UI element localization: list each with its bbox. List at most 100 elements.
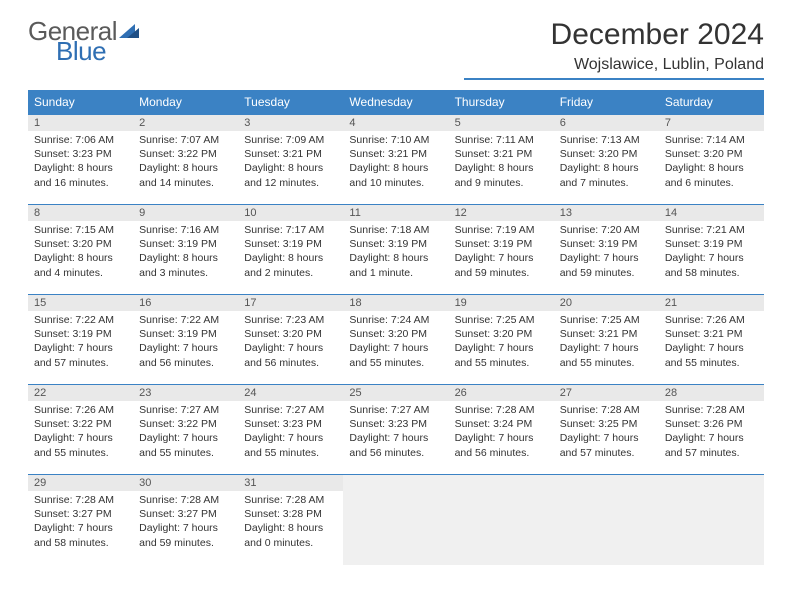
day-number: 28 — [659, 385, 764, 401]
daylight-text: Daylight: 7 hours and 58 minutes. — [665, 251, 758, 279]
title-block: December 2024 Wojslawice, Lublin, Poland — [464, 18, 764, 80]
sunrise-text: Sunrise: 7:14 AM — [665, 133, 758, 147]
calendar-cell: 17Sunrise: 7:23 AMSunset: 3:20 PMDayligh… — [238, 295, 343, 385]
sunrise-text: Sunrise: 7:27 AM — [349, 403, 442, 417]
calendar-cell: 26Sunrise: 7:28 AMSunset: 3:24 PMDayligh… — [449, 385, 554, 475]
sunset-text: Sunset: 3:22 PM — [34, 417, 127, 431]
logo-text-blue: Blue — [56, 38, 141, 64]
location: Wojslawice, Lublin, Poland — [464, 56, 764, 80]
day-header: Thursday — [449, 90, 554, 115]
calendar-cell: 19Sunrise: 7:25 AMSunset: 3:20 PMDayligh… — [449, 295, 554, 385]
day-header: Monday — [133, 90, 238, 115]
daylight-text: Daylight: 7 hours and 59 minutes. — [560, 251, 653, 279]
sunset-text: Sunset: 3:19 PM — [665, 237, 758, 251]
day-body: Sunrise: 7:28 AMSunset: 3:24 PMDaylight:… — [449, 401, 554, 464]
day-header: Sunday — [28, 90, 133, 115]
day-body: Sunrise: 7:28 AMSunset: 3:25 PMDaylight:… — [554, 401, 659, 464]
day-body: Sunrise: 7:22 AMSunset: 3:19 PMDaylight:… — [133, 311, 238, 374]
day-body: Sunrise: 7:06 AMSunset: 3:23 PMDaylight:… — [28, 131, 133, 194]
daylight-text: Daylight: 7 hours and 55 minutes. — [34, 431, 127, 459]
day-number: 25 — [343, 385, 448, 401]
daylight-text: Daylight: 8 hours and 3 minutes. — [139, 251, 232, 279]
sunset-text: Sunset: 3:22 PM — [139, 147, 232, 161]
day-number: 6 — [554, 115, 659, 131]
day-number: 16 — [133, 295, 238, 311]
sunset-text: Sunset: 3:21 PM — [560, 327, 653, 341]
day-body: Sunrise: 7:21 AMSunset: 3:19 PMDaylight:… — [659, 221, 764, 284]
day-body: Sunrise: 7:28 AMSunset: 3:27 PMDaylight:… — [133, 491, 238, 554]
day-header-row: SundayMondayTuesdayWednesdayThursdayFrid… — [28, 90, 764, 115]
sunrise-text: Sunrise: 7:09 AM — [244, 133, 337, 147]
sunrise-text: Sunrise: 7:25 AM — [455, 313, 548, 327]
month-title: December 2024 — [464, 18, 764, 52]
day-header: Wednesday — [343, 90, 448, 115]
day-number: 23 — [133, 385, 238, 401]
sunrise-text: Sunrise: 7:17 AM — [244, 223, 337, 237]
daylight-text: Daylight: 8 hours and 10 minutes. — [349, 161, 442, 189]
day-number: 14 — [659, 205, 764, 221]
sunrise-text: Sunrise: 7:16 AM — [139, 223, 232, 237]
daylight-text: Daylight: 7 hours and 56 minutes. — [455, 431, 548, 459]
header: General Blue December 2024 Wojslawice, L… — [28, 18, 764, 80]
daylight-text: Daylight: 7 hours and 57 minutes. — [34, 341, 127, 369]
day-number: 8 — [28, 205, 133, 221]
calendar-cell: 9 Sunrise: 7:16 AMSunset: 3:19 PMDaylight… — [133, 205, 238, 295]
daylight-text: Daylight: 7 hours and 55 minutes. — [560, 341, 653, 369]
sunrise-text: Sunrise: 7:18 AM — [349, 223, 442, 237]
daylight-text: Daylight: 7 hours and 55 minutes. — [665, 341, 758, 369]
calendar-cell: 1Sunrise: 7:06 AMSunset: 3:23 PMDaylight… — [28, 115, 133, 205]
calendar-cell-empty — [659, 475, 764, 565]
day-body: Sunrise: 7:13 AMSunset: 3:20 PMDaylight:… — [554, 131, 659, 194]
sunrise-text: Sunrise: 7:19 AM — [455, 223, 548, 237]
calendar-cell: 12Sunrise: 7:19 AMSunset: 3:19 PMDayligh… — [449, 205, 554, 295]
daylight-text: Daylight: 7 hours and 55 minutes. — [139, 431, 232, 459]
sunset-text: Sunset: 3:20 PM — [349, 327, 442, 341]
day-header: Friday — [554, 90, 659, 115]
logo: General Blue — [28, 18, 141, 64]
daylight-text: Daylight: 7 hours and 56 minutes. — [139, 341, 232, 369]
day-number: 22 — [28, 385, 133, 401]
sunset-text: Sunset: 3:19 PM — [139, 327, 232, 341]
daylight-text: Daylight: 7 hours and 59 minutes. — [139, 521, 232, 549]
sunset-text: Sunset: 3:27 PM — [34, 507, 127, 521]
daylight-text: Daylight: 7 hours and 56 minutes. — [349, 431, 442, 459]
sunrise-text: Sunrise: 7:06 AM — [34, 133, 127, 147]
calendar-cell: 2 Sunrise: 7:07 AMSunset: 3:22 PMDaylight… — [133, 115, 238, 205]
calendar-row: 8Sunrise: 7:15 AMSunset: 3:20 PMDaylight… — [28, 205, 764, 295]
day-number: 3 — [238, 115, 343, 131]
day-number: 31 — [238, 475, 343, 491]
day-number: 24 — [238, 385, 343, 401]
sunset-text: Sunset: 3:21 PM — [455, 147, 548, 161]
calendar-cell: 3Sunrise: 7:09 AMSunset: 3:21 PMDaylight… — [238, 115, 343, 205]
sunset-text: Sunset: 3:20 PM — [244, 327, 337, 341]
calendar-cell: 18Sunrise: 7:24 AMSunset: 3:20 PMDayligh… — [343, 295, 448, 385]
sunset-text: Sunset: 3:19 PM — [139, 237, 232, 251]
sunrise-text: Sunrise: 7:07 AM — [139, 133, 232, 147]
sunrise-text: Sunrise: 7:24 AM — [349, 313, 442, 327]
sunrise-text: Sunrise: 7:28 AM — [455, 403, 548, 417]
day-number: 11 — [343, 205, 448, 221]
day-body: Sunrise: 7:28 AMSunset: 3:26 PMDaylight:… — [659, 401, 764, 464]
sunset-text: Sunset: 3:23 PM — [244, 417, 337, 431]
sunrise-text: Sunrise: 7:28 AM — [244, 493, 337, 507]
daylight-text: Daylight: 8 hours and 4 minutes. — [34, 251, 127, 279]
calendar-cell-empty — [343, 475, 448, 565]
sunrise-text: Sunrise: 7:28 AM — [560, 403, 653, 417]
sunrise-text: Sunrise: 7:21 AM — [665, 223, 758, 237]
sunrise-text: Sunrise: 7:10 AM — [349, 133, 442, 147]
daylight-text: Daylight: 8 hours and 2 minutes. — [244, 251, 337, 279]
day-number: 17 — [238, 295, 343, 311]
sunset-text: Sunset: 3:19 PM — [349, 237, 442, 251]
day-body: Sunrise: 7:14 AMSunset: 3:20 PMDaylight:… — [659, 131, 764, 194]
sunrise-text: Sunrise: 7:25 AM — [560, 313, 653, 327]
calendar-cell: 5Sunrise: 7:11 AMSunset: 3:21 PMDaylight… — [449, 115, 554, 205]
day-body: Sunrise: 7:28 AMSunset: 3:27 PMDaylight:… — [28, 491, 133, 554]
day-number: 21 — [659, 295, 764, 311]
day-number: 9 — [133, 205, 238, 221]
daylight-text: Daylight: 8 hours and 14 minutes. — [139, 161, 232, 189]
day-number: 10 — [238, 205, 343, 221]
calendar-cell: 14Sunrise: 7:21 AMSunset: 3:19 PMDayligh… — [659, 205, 764, 295]
calendar-cell: 29Sunrise: 7:28 AMSunset: 3:27 PMDayligh… — [28, 475, 133, 565]
day-number: 2 — [133, 115, 238, 131]
day-number: 1 — [28, 115, 133, 131]
